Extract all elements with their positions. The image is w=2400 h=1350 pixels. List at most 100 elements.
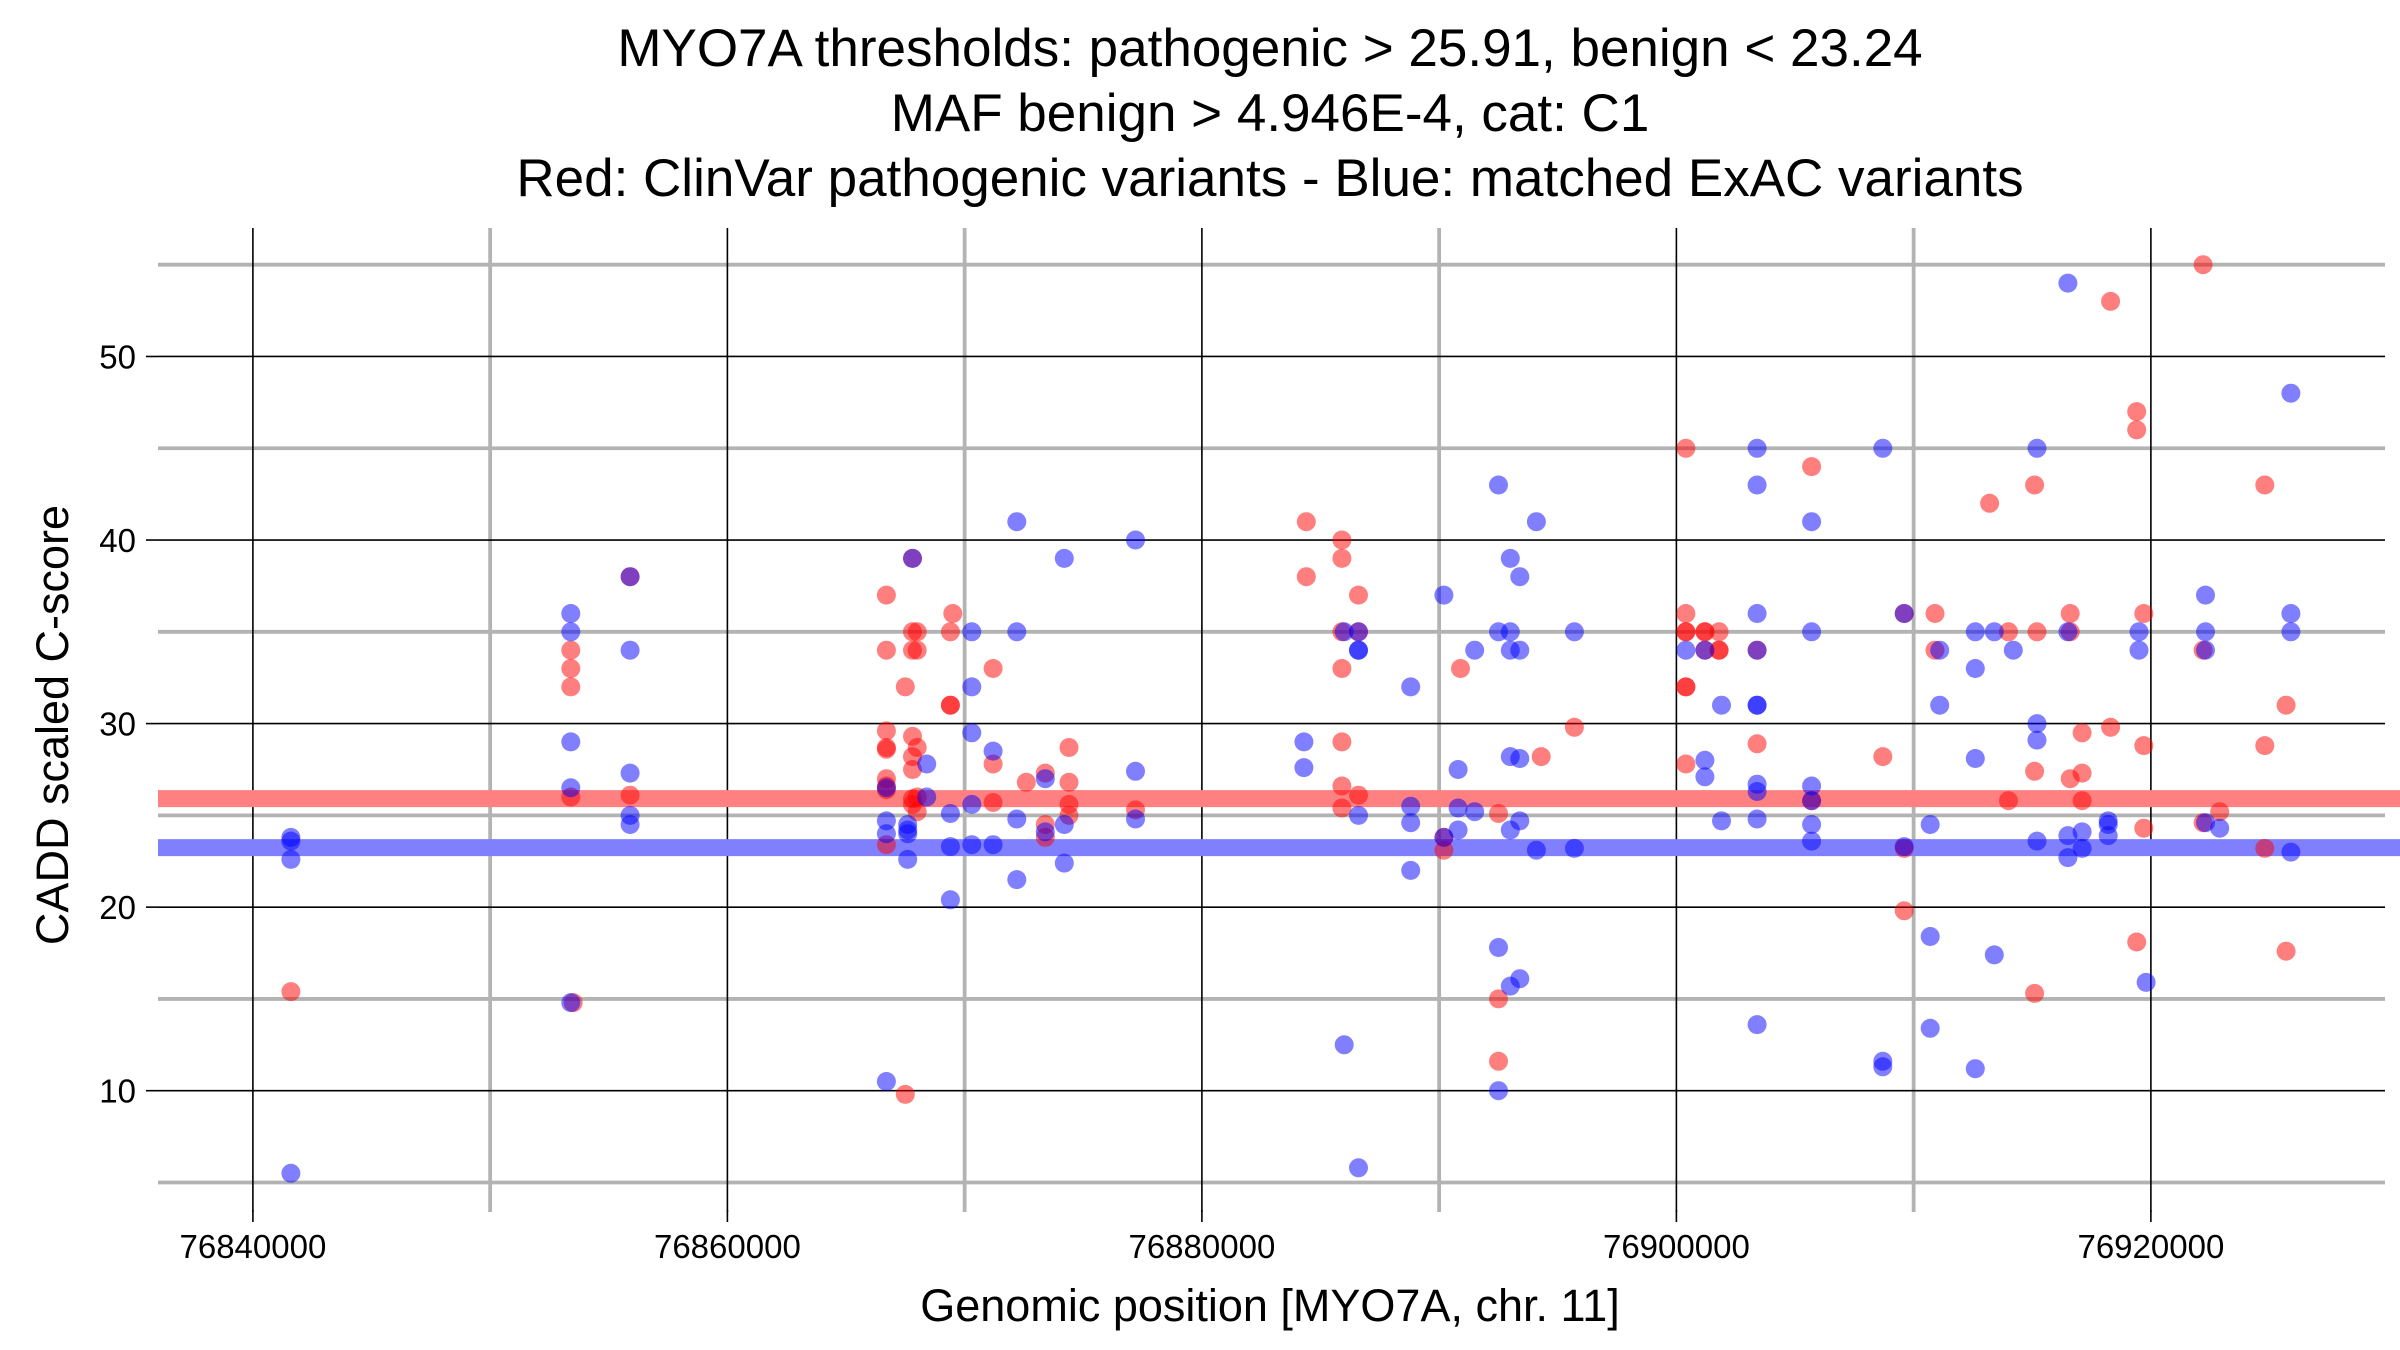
data-point xyxy=(876,721,896,741)
x-axis: 76840000 76860000 76880000 76900000 76920000 xyxy=(179,1210,2224,1265)
data-point xyxy=(898,849,918,869)
data-point xyxy=(1894,604,1914,623)
data-point xyxy=(2276,941,2296,961)
data-point xyxy=(2025,761,2045,781)
data-point xyxy=(1500,622,1520,642)
data-point xyxy=(2196,640,2215,660)
data-point xyxy=(2193,255,2213,275)
data-point xyxy=(1500,548,1520,568)
x-tick-label: 76860000 xyxy=(654,1228,801,1265)
y-tick-label: 40 xyxy=(99,522,136,559)
data-point xyxy=(1489,804,1508,823)
data-point xyxy=(1510,640,1530,660)
data-point xyxy=(1489,989,1508,1009)
data-point xyxy=(1035,822,1055,842)
x-tick-label: 76900000 xyxy=(1603,1228,1750,1265)
data-point xyxy=(1930,695,1950,715)
data-point xyxy=(620,815,640,834)
data-point xyxy=(1531,747,1551,767)
data-point xyxy=(1349,640,1368,660)
data-point xyxy=(962,794,982,814)
data-point xyxy=(1526,512,1546,532)
data-point xyxy=(1920,927,1940,946)
data-point xyxy=(1334,1035,1354,1055)
data-point xyxy=(1920,1018,1940,1038)
x-tick-label: 76920000 xyxy=(2077,1228,2224,1265)
data-point xyxy=(1489,1051,1508,1071)
data-point xyxy=(1401,677,1421,697)
data-point xyxy=(2210,818,2230,838)
data-point xyxy=(561,640,581,660)
data-point xyxy=(2060,604,2080,623)
data-point xyxy=(2027,438,2047,458)
data-point xyxy=(1747,809,1767,829)
data-point xyxy=(2255,475,2275,495)
data-point xyxy=(2027,831,2047,851)
data-point xyxy=(281,982,301,1002)
data-point xyxy=(1747,695,1767,715)
data-point xyxy=(1695,640,1715,660)
data-point xyxy=(2101,717,2121,737)
data-point xyxy=(962,723,982,743)
data-point xyxy=(1920,815,1940,834)
data-point xyxy=(903,548,922,568)
data-point xyxy=(2127,420,2147,440)
y-axis: 10 20 30 40 50 xyxy=(99,338,158,1110)
data-point xyxy=(2196,585,2215,605)
data-point xyxy=(1448,798,1468,818)
data-point xyxy=(1564,622,1584,642)
data-point xyxy=(2058,622,2078,642)
data-point xyxy=(2276,695,2296,715)
chart-title: MYO7A thresholds: pathogenic > 25.91, be… xyxy=(516,19,2023,208)
data-point xyxy=(907,622,927,642)
data-point xyxy=(1054,815,1074,834)
data-point xyxy=(1965,749,1985,768)
data-point xyxy=(561,604,581,623)
data-point xyxy=(1802,791,1822,811)
data-point xyxy=(1999,791,2018,811)
data-point xyxy=(1709,622,1729,642)
data-point xyxy=(2281,842,2301,862)
data-point xyxy=(1712,695,1731,715)
data-point xyxy=(1965,622,1985,642)
data-point xyxy=(1054,853,1074,873)
data-point xyxy=(1510,969,1530,989)
data-point xyxy=(1894,837,1914,857)
data-point xyxy=(1984,945,2004,965)
data-point xyxy=(876,739,896,759)
x-tick-label: 76880000 xyxy=(1128,1228,1275,1265)
data-point xyxy=(1294,758,1314,778)
data-point xyxy=(1873,438,1893,458)
data-point xyxy=(1747,640,1767,660)
data-point xyxy=(1059,738,1079,757)
data-point xyxy=(2025,983,2045,1003)
data-point xyxy=(1448,760,1468,779)
data-point xyxy=(620,567,640,587)
data-point xyxy=(1349,805,1368,825)
data-point xyxy=(1434,585,1454,605)
data-point xyxy=(907,640,927,660)
data-point xyxy=(281,849,301,869)
data-point xyxy=(561,677,581,697)
data-point xyxy=(620,763,640,783)
data-point xyxy=(1401,813,1421,833)
data-point xyxy=(1349,585,1368,605)
data-point xyxy=(2281,604,2301,623)
data-point xyxy=(1054,548,1074,568)
y-tick-label: 50 xyxy=(99,338,136,375)
data-point xyxy=(1007,622,1027,642)
data-point xyxy=(983,793,1003,812)
title-line-3: Red: ClinVar pathogenic variants - Blue:… xyxy=(516,149,2023,208)
data-point xyxy=(561,659,581,678)
data-point xyxy=(1465,640,1485,660)
data-point xyxy=(907,738,927,757)
data-point xyxy=(1695,767,1715,787)
data-point xyxy=(962,835,982,855)
data-point xyxy=(1401,860,1421,880)
data-point xyxy=(1802,815,1822,834)
data-point xyxy=(943,604,963,623)
data-point xyxy=(1349,1158,1368,1178)
data-point xyxy=(876,640,896,660)
data-point xyxy=(1489,1081,1508,1101)
